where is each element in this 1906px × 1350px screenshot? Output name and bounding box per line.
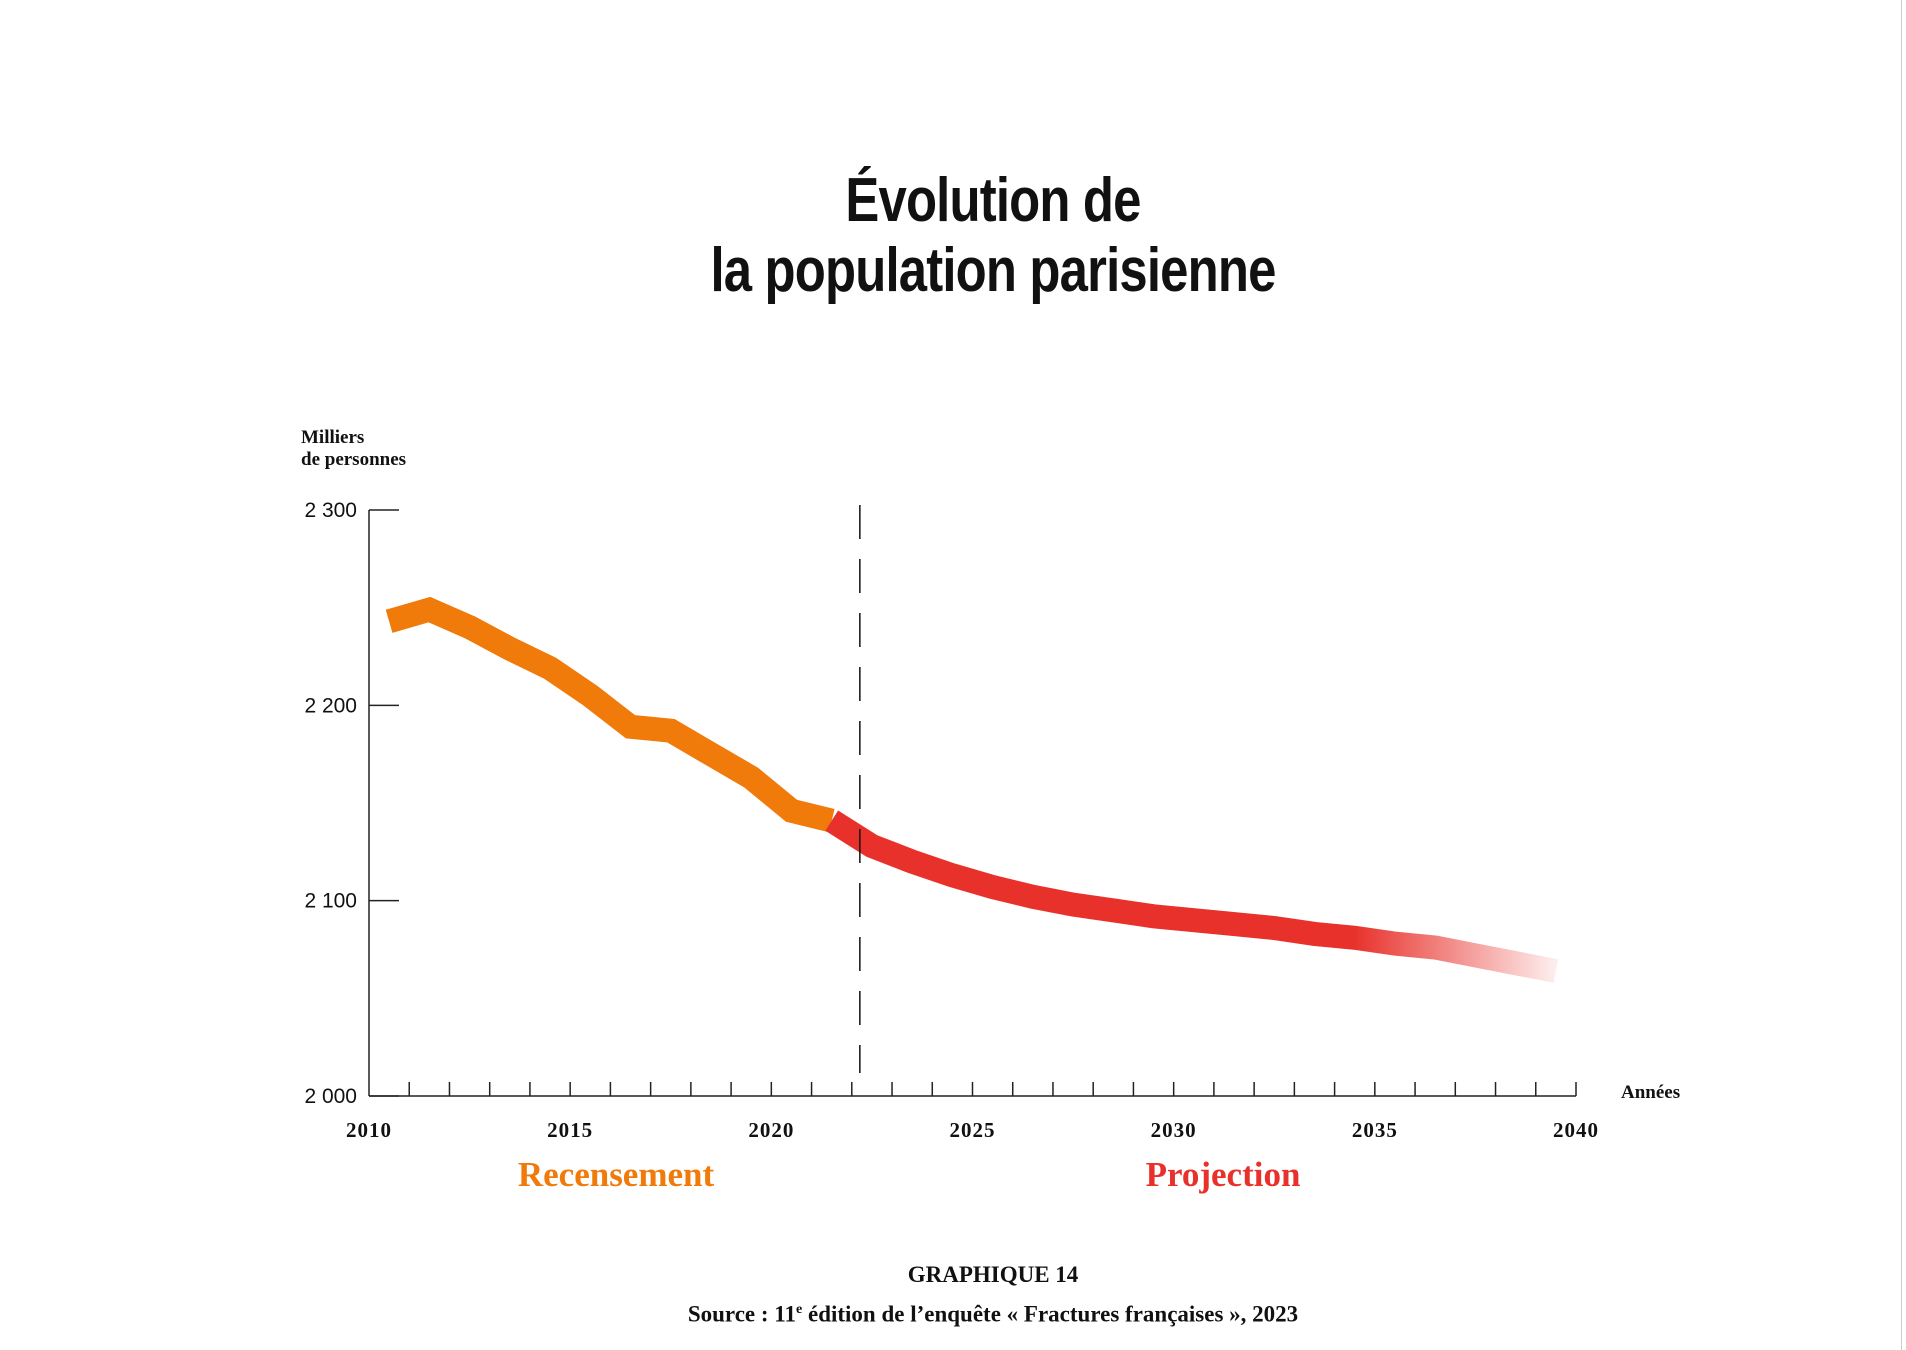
legend-recensement: Recensement — [518, 1155, 715, 1194]
y-axis-title-line-2: de personnes — [301, 449, 406, 470]
caption-source: Source : 11e édition de l’enquête « Frac… — [0, 1292, 1906, 1332]
series-recensement-line — [385, 596, 835, 833]
x-tick-label-2040: 2040 — [1553, 1118, 1599, 1142]
x-tick-label-2020: 2020 — [748, 1118, 794, 1142]
y-tick-label-2100: 2 100 — [304, 890, 357, 913]
x-tick-label-2025: 2025 — [950, 1118, 996, 1142]
caption-source-prefix: Source : 11 — [687, 1301, 797, 1327]
x-axis-title: Années — [1621, 1082, 1680, 1103]
chart-title-line-2: la population parisienne — [710, 236, 1276, 305]
caption-label: GRAPHIQUE 14 — [907, 1262, 1079, 1287]
ticks: 2 000 2 100 2 200 2 300 2010 2015 2020 2025 2030… — [304, 499, 1599, 1142]
chart-title-line-1: Évolution de — [845, 166, 1141, 235]
caption-source-suffix: édition de l’enquête « Fractures françai… — [802, 1301, 1299, 1327]
x-tick-label-2010: 2010 — [346, 1118, 392, 1142]
chart-title: Évolution de la population parisienne — [179, 166, 1808, 306]
series-group — [385, 596, 1559, 983]
axes — [368, 510, 1576, 1097]
x-tick-label-2030: 2030 — [1151, 1118, 1197, 1142]
page-edge-line — [1901, 0, 1902, 1350]
caption-source-superscript: e — [796, 1302, 803, 1317]
x-tick-label-2035: 2035 — [1352, 1118, 1398, 1142]
x-tick-label-2015: 2015 — [547, 1118, 593, 1142]
y-tick-label-2200: 2 200 — [304, 694, 357, 717]
legend-projection: Projection — [1146, 1155, 1301, 1194]
series-projection-line — [825, 810, 1559, 983]
y-tick-label-2000: 2 000 — [304, 1085, 357, 1108]
y-axis-title-line-1: Milliers — [301, 427, 364, 448]
y-tick-label-2300: 2 300 — [304, 499, 357, 522]
caption: GRAPHIQUE 14 Source : 11e édition de l’e… — [0, 1257, 1906, 1332]
